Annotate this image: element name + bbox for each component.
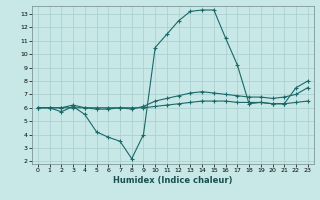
X-axis label: Humidex (Indice chaleur): Humidex (Indice chaleur)	[113, 176, 233, 185]
